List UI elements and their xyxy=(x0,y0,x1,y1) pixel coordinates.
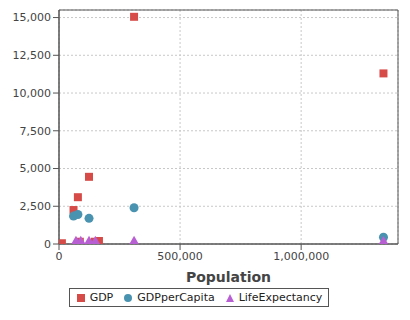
svg-text:Population: Population xyxy=(186,269,271,285)
svg-text:2,500: 2,500 xyxy=(20,200,52,213)
svg-text:0: 0 xyxy=(56,250,63,263)
svg-text:12,500: 12,500 xyxy=(13,49,52,62)
html-text:GDP: GDP xyxy=(89,291,114,304)
svg-text:10,000: 10,000 xyxy=(13,87,52,100)
svg-text:500,000: 500,000 xyxy=(157,250,203,263)
svg-text:5,000: 5,000 xyxy=(20,162,52,175)
svg-text:1,000,000: 1,000,000 xyxy=(273,250,329,263)
html-text:LifeExpectancy: LifeExpectancy xyxy=(238,291,323,304)
svg-text:0: 0 xyxy=(44,238,51,251)
html-text:GDPperCapita: GDPperCapita xyxy=(137,291,215,304)
svg-text:15,000: 15,000 xyxy=(13,11,52,24)
svg-text:7,500: 7,500 xyxy=(20,125,52,138)
